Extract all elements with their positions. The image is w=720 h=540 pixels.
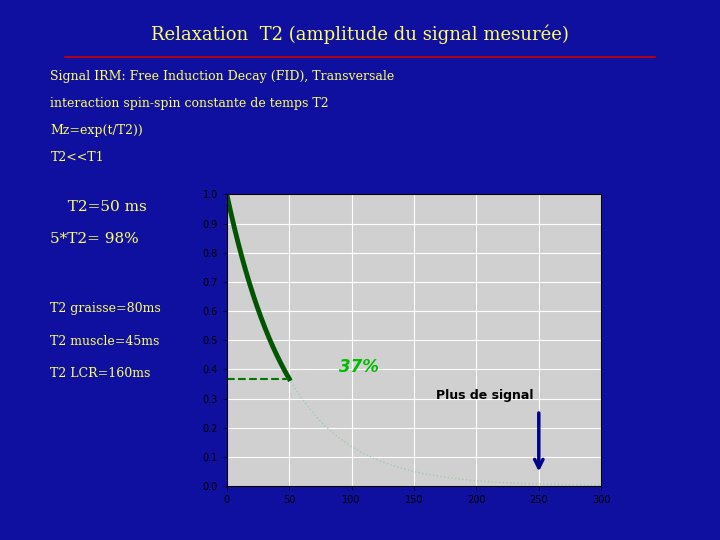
Text: T2=50 ms: T2=50 ms <box>58 200 146 214</box>
Text: 37%: 37% <box>339 358 379 376</box>
Text: T2<<T1: T2<<T1 <box>50 151 104 164</box>
Text: T2 graisse=80ms: T2 graisse=80ms <box>50 302 161 315</box>
Text: Relaxation  T2 (amplitude du signal mesurée): Relaxation T2 (amplitude du signal mesur… <box>151 24 569 44</box>
Text: T2 muscle=45ms: T2 muscle=45ms <box>50 335 160 348</box>
Text: T2 LCR=160ms: T2 LCR=160ms <box>50 367 150 380</box>
Text: Mz=exp(t/T2)): Mz=exp(t/T2)) <box>50 124 143 137</box>
Text: 5*T2= 98%: 5*T2= 98% <box>50 232 139 246</box>
Text: Signal IRM: Free Induction Decay (FID), Transversale: Signal IRM: Free Induction Decay (FID), … <box>50 70 395 83</box>
Text: Plus de signal: Plus de signal <box>436 388 534 402</box>
Text: interaction spin-spin constante de temps T2: interaction spin-spin constante de temps… <box>50 97 329 110</box>
